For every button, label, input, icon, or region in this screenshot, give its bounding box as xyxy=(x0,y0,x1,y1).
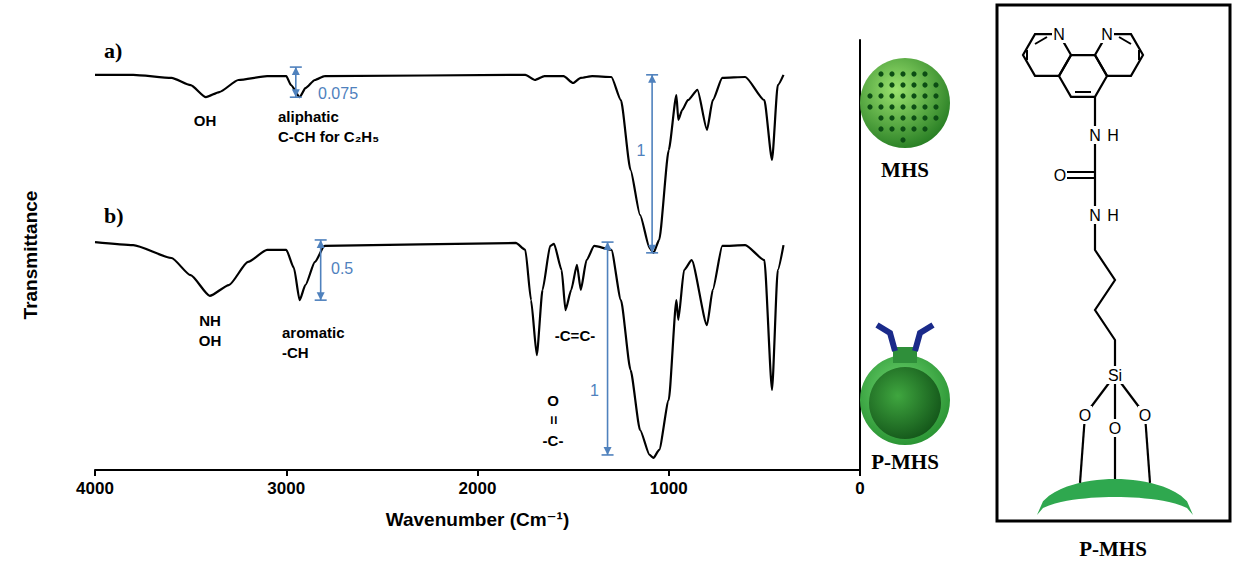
svg-text:OH: OH xyxy=(194,112,217,129)
svg-text:-CH: -CH xyxy=(282,344,309,361)
svg-text:0.075: 0.075 xyxy=(318,85,358,102)
svg-text:Transmittance: Transmittance xyxy=(20,191,41,320)
svg-text:P-MHS: P-MHS xyxy=(871,450,939,474)
svg-text:H: H xyxy=(1107,127,1119,144)
svg-text:1: 1 xyxy=(637,142,646,159)
svg-text:N: N xyxy=(1089,127,1101,144)
svg-text:O: O xyxy=(1054,167,1066,184)
svg-text:O: O xyxy=(547,392,559,409)
svg-text:N: N xyxy=(1053,26,1065,43)
svg-text:N: N xyxy=(1101,26,1113,43)
svg-text:0: 0 xyxy=(855,479,864,498)
svg-text:a): a) xyxy=(104,38,122,63)
svg-text:H: H xyxy=(1107,207,1119,224)
svg-text:2000: 2000 xyxy=(459,479,497,498)
svg-text:OH: OH xyxy=(199,332,222,349)
svg-text:NH: NH xyxy=(199,312,221,329)
svg-text:aliphatic: aliphatic xyxy=(278,108,339,125)
svg-text:b): b) xyxy=(104,203,124,228)
svg-text:C-CH for C₂H₅: C-CH for C₂H₅ xyxy=(278,128,379,145)
svg-text:4000: 4000 xyxy=(76,479,114,498)
svg-text:P-MHS: P-MHS xyxy=(1079,537,1147,561)
svg-text:MHS: MHS xyxy=(881,158,929,182)
svg-text:Si: Si xyxy=(1108,367,1122,384)
svg-text:N: N xyxy=(1089,207,1101,224)
svg-text:O: O xyxy=(1079,407,1091,424)
svg-text:-C-: -C- xyxy=(543,432,564,449)
svg-text:aromatic: aromatic xyxy=(282,324,345,341)
svg-text:0.5: 0.5 xyxy=(331,260,353,277)
svg-text:O: O xyxy=(1109,420,1121,437)
svg-text:1000: 1000 xyxy=(650,479,688,498)
svg-text:3000: 3000 xyxy=(267,479,305,498)
svg-text:O: O xyxy=(1139,407,1151,424)
svg-text:-C=C-: -C=C- xyxy=(555,327,595,344)
svg-text:Wavenumber (Cm⁻¹): Wavenumber (Cm⁻¹) xyxy=(386,509,570,530)
svg-text:1: 1 xyxy=(590,382,599,399)
svg-text:=: = xyxy=(545,415,562,424)
